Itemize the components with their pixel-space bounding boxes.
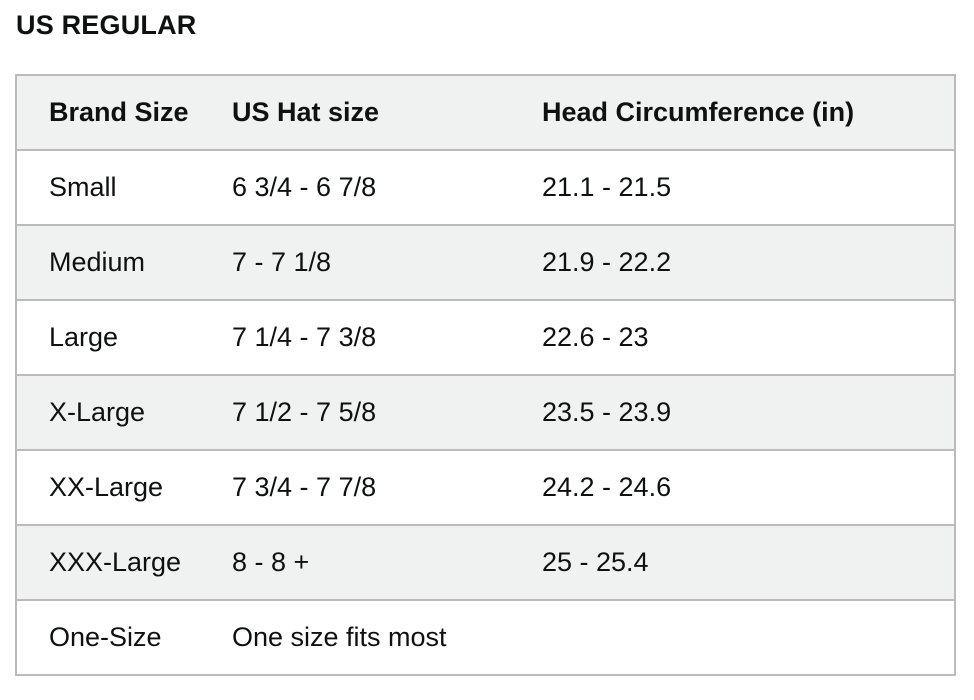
table-cell: 25 - 25.4 — [542, 524, 955, 600]
table-cell: 7 3/4 - 7 7/8 — [232, 449, 542, 525]
table-row: XXX-Large 8 - 8 +25 - 25.4 — [16, 524, 955, 600]
table-cell: 21.1 - 21.5 — [542, 149, 955, 225]
table-cell: 7 - 7 1/8 — [232, 224, 542, 300]
table-cell: XXX-Large — [16, 524, 232, 600]
table-row: One-Size One size fits most — [16, 599, 955, 675]
table-cell: Medium — [16, 224, 232, 300]
column-header: US Hat size — [232, 74, 542, 150]
table-cell: 6 3/4 - 6 7/8 — [232, 149, 542, 225]
table-cell: 22.6 - 23 — [542, 299, 955, 375]
page-title: US REGULAR — [16, 10, 197, 40]
table-row: Large 7 1/4 - 7 3/8 22.6 - 23 — [16, 299, 955, 375]
table-row: XX-Large 7 3/4 - 7 7/8 24.2 - 24.6 — [16, 449, 955, 525]
table-cell: 7 1/4 - 7 3/8 — [232, 299, 542, 375]
table-cell: X-Large — [16, 374, 232, 450]
table-cell: 8 - 8 + — [232, 524, 542, 600]
column-header: Brand Size — [16, 74, 232, 150]
table-cell: One size fits most — [232, 599, 542, 675]
table-cell: 24.2 - 24.6 — [542, 449, 955, 525]
size-chart-table: Brand Size US Hat size Head Circumferenc… — [15, 74, 956, 676]
table-cell: 21.9 - 22.2 — [542, 224, 955, 300]
column-header: Head Circumference (in) — [542, 74, 955, 150]
table-cell: 7 1/2 - 7 5/8 — [232, 374, 542, 450]
table-row: Small 6 3/4 - 6 7/8 21.1 - 21.5 — [16, 149, 955, 225]
table-cell — [542, 599, 955, 675]
table-cell: XX-Large — [16, 449, 232, 525]
table-cell: Small — [16, 149, 232, 225]
table-cell: Large — [16, 299, 232, 375]
table-row: X-Large 7 1/2 - 7 5/8 23.5 - 23.9 — [16, 374, 955, 450]
table-header-row: Brand Size US Hat size Head Circumferenc… — [16, 74, 955, 150]
table-row: Medium 7 - 7 1/8 21.9 - 22.2 — [16, 224, 955, 300]
table-cell: 23.5 - 23.9 — [542, 374, 955, 450]
table-cell: One-Size — [16, 599, 232, 675]
